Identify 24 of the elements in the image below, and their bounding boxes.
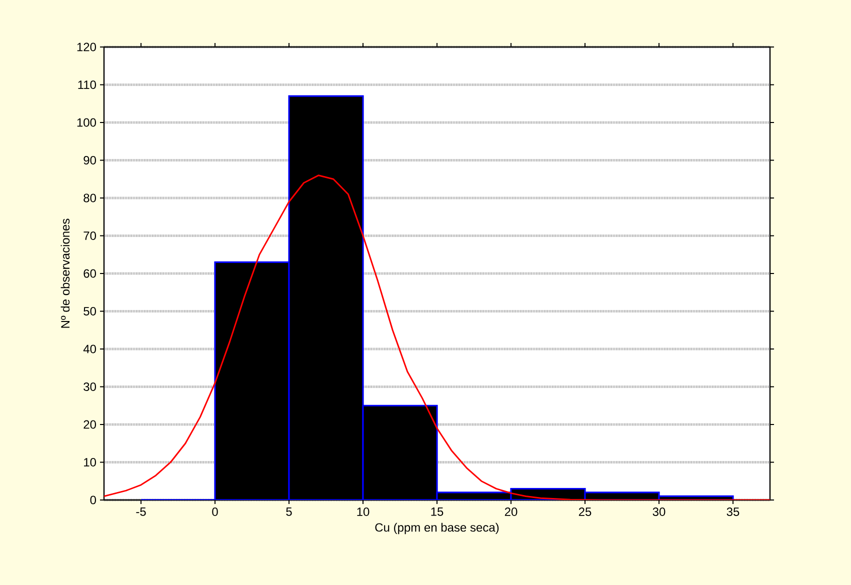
y-tick-label: 100 — [77, 118, 96, 127]
x-tick-label: 35 — [726, 508, 740, 516]
y-tick-label: 50 — [84, 306, 96, 316]
x-axis-title: Cu (ppm en base seca) — [375, 522, 499, 534]
x-tick-label: 0 — [212, 508, 218, 516]
x-tick-label: 20 — [504, 508, 518, 516]
y-tick-label: 10 — [84, 458, 96, 466]
y-tick-label: 120 — [77, 42, 96, 52]
y-tick-label: 20 — [84, 420, 96, 429]
x-tick-label: 25 — [578, 508, 592, 516]
y-tick-label: 40 — [83, 344, 96, 354]
y-tick-label: 0 — [90, 496, 96, 504]
y-tick-label: 90 — [84, 156, 96, 164]
y-tick-label: 110 — [78, 80, 96, 89]
y-tick-label: 70 — [84, 231, 96, 240]
y-tick-label: 60 — [84, 269, 96, 278]
x-tick-label: 15 — [431, 508, 444, 516]
y-axis-title: Nº de observaciones — [60, 218, 70, 328]
x-tick-label: 5 — [286, 508, 292, 516]
y-tick-label: 30 — [84, 382, 96, 391]
x-tick-label: 10 — [357, 508, 370, 516]
x-tick-label: 30 — [652, 508, 666, 516]
y-tick-label: 80 — [84, 194, 96, 202]
x-tick-label: -5 — [136, 508, 146, 516]
